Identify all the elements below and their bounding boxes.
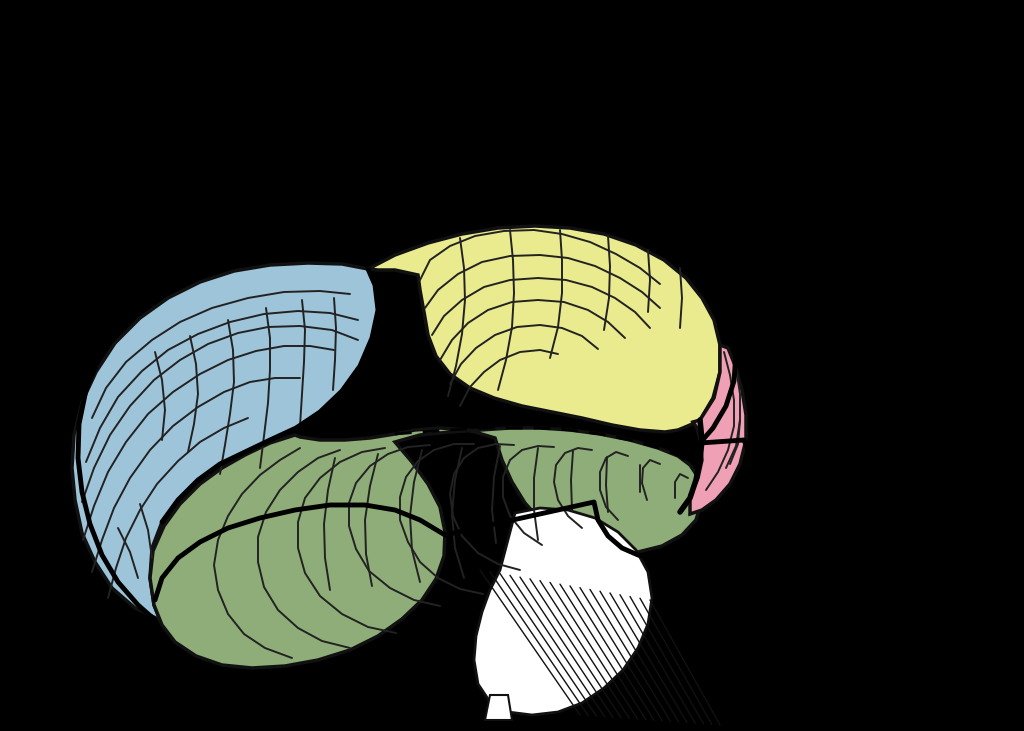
Polygon shape: [485, 695, 512, 720]
Polygon shape: [474, 508, 652, 715]
Polygon shape: [150, 428, 702, 668]
Polygon shape: [72, 263, 378, 620]
Polygon shape: [368, 226, 720, 432]
Polygon shape: [690, 345, 746, 514]
